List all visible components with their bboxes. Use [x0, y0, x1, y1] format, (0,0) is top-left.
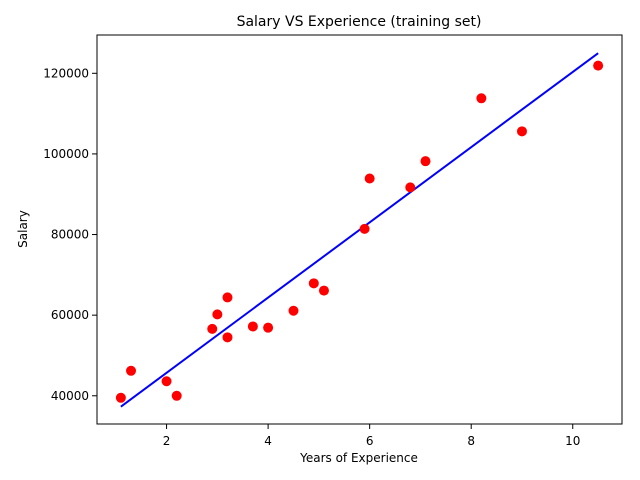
y-tick-label: 40000 — [51, 389, 89, 403]
data-point — [288, 305, 299, 316]
data-point — [222, 292, 233, 303]
data-point — [516, 126, 527, 137]
data-point — [207, 323, 218, 334]
x-axis-ticks: 2 4 6 8 10 — [163, 424, 580, 448]
data-point — [222, 332, 233, 343]
data-point — [161, 376, 172, 387]
data-point — [318, 285, 329, 296]
chart-title: Salary VS Experience (training set) — [237, 14, 482, 30]
x-tick-label: 6 — [366, 434, 374, 448]
y-tick-label: 100000 — [43, 147, 89, 161]
data-point — [247, 321, 258, 332]
data-point — [171, 390, 182, 401]
y-axis-ticks: 40000 60000 80000 100000 120000 — [43, 66, 97, 403]
x-tick-label: 8 — [467, 434, 475, 448]
y-axis-label: Salary — [16, 210, 30, 248]
x-tick-label: 4 — [264, 434, 272, 448]
plot-area — [96, 34, 623, 425]
data-point — [263, 322, 274, 333]
x-tick-label: 2 — [163, 434, 171, 448]
data-point — [126, 365, 137, 376]
y-tick-label: 120000 — [43, 66, 89, 80]
data-point — [212, 309, 223, 320]
x-tick-label: 10 — [565, 434, 580, 448]
data-point — [405, 182, 416, 193]
data-point — [115, 392, 126, 403]
regression-line — [120, 52, 599, 408]
y-tick-label: 60000 — [51, 308, 89, 322]
data-point — [359, 223, 370, 234]
data-point — [420, 156, 431, 167]
data-point — [364, 173, 375, 184]
data-point — [308, 278, 319, 289]
data-point — [593, 60, 604, 71]
data-point — [476, 93, 487, 104]
y-tick-label: 80000 — [51, 228, 89, 242]
x-axis-label: Years of Experience — [299, 451, 418, 465]
